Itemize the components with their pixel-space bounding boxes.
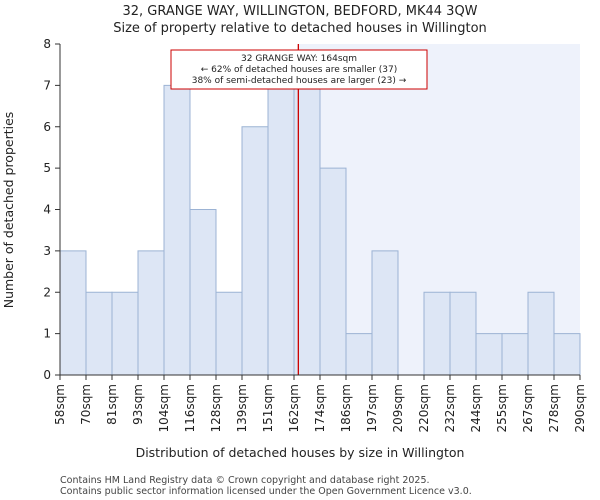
histogram-bar-81sqm bbox=[111, 291, 139, 376]
x-tick-label: 197sqm bbox=[365, 384, 379, 432]
y-tick-label: 1 bbox=[43, 327, 51, 341]
histogram-bar-93sqm bbox=[137, 250, 165, 376]
x-tick-label: 209sqm bbox=[391, 384, 405, 432]
y-tick-label: 8 bbox=[43, 37, 51, 51]
footer-licence-line: Contains public sector information licen… bbox=[60, 486, 472, 497]
histogram-bar-267sqm bbox=[527, 291, 555, 376]
x-tick-label: 81sqm bbox=[105, 384, 119, 425]
y-tick-label: 3 bbox=[43, 244, 51, 258]
histogram-bar-58sqm bbox=[59, 250, 87, 376]
x-tick-label: 174sqm bbox=[313, 384, 327, 432]
x-tick-label: 162sqm bbox=[287, 384, 301, 432]
x-tick-label: 244sqm bbox=[469, 384, 483, 432]
histogram-bar-116sqm bbox=[189, 209, 217, 376]
histogram-bar-186sqm bbox=[345, 333, 373, 376]
y-tick-label: 6 bbox=[43, 120, 51, 134]
x-tick-label: 290sqm bbox=[573, 384, 587, 432]
histogram-bar-174sqm bbox=[319, 167, 347, 376]
annotation-line-property: 32 GRANGE WAY: 164sqm bbox=[241, 54, 357, 64]
x-tick-label: 116sqm bbox=[183, 384, 197, 432]
x-tick-label: 93sqm bbox=[131, 384, 145, 425]
x-tick-label: 255sqm bbox=[495, 384, 509, 432]
histogram-bar-128sqm bbox=[215, 291, 243, 376]
y-axis-label: Number of detached properties bbox=[1, 112, 16, 309]
chart-title-subtitle: Size of property relative to detached ho… bbox=[113, 21, 487, 36]
annotation-box bbox=[170, 49, 428, 90]
x-axis-label: Distribution of detached houses by size … bbox=[136, 445, 465, 460]
histogram-bar-232sqm bbox=[449, 291, 477, 376]
x-tick-label: 128sqm bbox=[209, 384, 223, 432]
x-tick-label: 186sqm bbox=[339, 384, 353, 432]
x-tick-label: 267sqm bbox=[521, 384, 535, 432]
histogram-bar-244sqm bbox=[475, 333, 503, 376]
y-tick-label: 4 bbox=[43, 203, 51, 217]
y-tick-label: 2 bbox=[43, 285, 51, 299]
histogram-bar-197sqm bbox=[371, 250, 399, 376]
x-tick-label: 139sqm bbox=[235, 384, 249, 432]
chart-title-address: 32, GRANGE WAY, WILLINGTON, BEDFORD, MK4… bbox=[122, 4, 477, 19]
footer-copyright-line: Contains HM Land Registry data © Crown c… bbox=[60, 475, 430, 486]
x-tick-label: 151sqm bbox=[261, 384, 275, 432]
histogram-bar-139sqm bbox=[241, 126, 269, 376]
x-tick-label: 104sqm bbox=[157, 384, 171, 432]
y-tick-label: 5 bbox=[43, 161, 51, 175]
annotation-line-larger: 38% of semi-detached houses are larger (… bbox=[192, 76, 407, 86]
x-tick-label: 232sqm bbox=[443, 384, 457, 432]
histogram-bar-70sqm bbox=[85, 291, 113, 376]
y-tick-label: 7 bbox=[43, 78, 51, 92]
histogram-bar-220sqm bbox=[423, 291, 451, 376]
histogram-bar-104sqm bbox=[163, 84, 191, 376]
histogram-bar-151sqm bbox=[267, 84, 295, 376]
x-tick-label: 278sqm bbox=[547, 384, 561, 432]
y-tick-label: 0 bbox=[43, 368, 51, 382]
x-tick-label: 220sqm bbox=[417, 384, 431, 432]
x-tick-label: 70sqm bbox=[79, 384, 93, 425]
histogram-bar-255sqm bbox=[501, 333, 529, 376]
histogram-bar-278sqm bbox=[553, 333, 581, 376]
annotation-line-smaller: ← 62% of detached houses are smaller (37… bbox=[201, 65, 398, 75]
x-tick-label: 58sqm bbox=[53, 384, 67, 425]
property-annotation: 32 GRANGE WAY: 164sqm ← 62% of detached … bbox=[170, 49, 428, 90]
